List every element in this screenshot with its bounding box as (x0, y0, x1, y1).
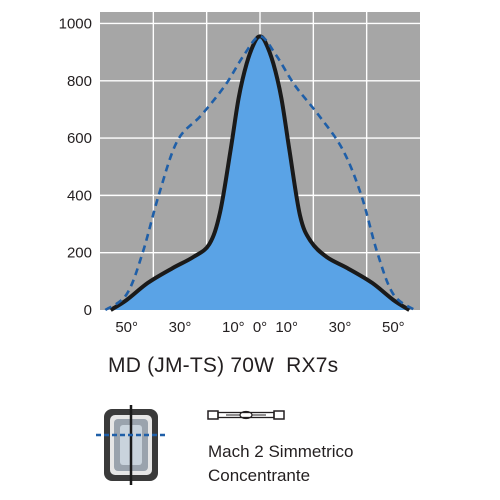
x-tick-label: 50° (115, 319, 138, 336)
x-axis: 50° 30° 10° 0° 10° 30° 50° (115, 319, 404, 336)
dashed-curve-line (104, 35, 416, 312)
x-tick-label: 10° (222, 319, 245, 336)
y-tick-label: 800 (67, 73, 92, 90)
y-tick-label: 400 (67, 187, 92, 204)
x-tick-label: 30° (169, 319, 192, 336)
main-curve-line (109, 34, 411, 312)
optic-line-1: Mach 2 Simmetrico (208, 442, 354, 461)
optic-description: Mach 2 Simmetrico Concentrante (208, 440, 353, 488)
y-axis: 0 200 400 600 800 1000 (59, 15, 92, 319)
double-ended-lamp-icon (207, 410, 285, 420)
x-tick-label: 10° (275, 319, 298, 336)
y-tick-label: 200 (67, 245, 92, 262)
optic-line-2: Concentrante (208, 466, 311, 485)
y-tick-label: 0 (84, 302, 92, 319)
main-curve-fill (110, 36, 410, 310)
floodlight-fixture-icon (96, 405, 166, 485)
lamp-caption: MD (JM-TS) 70W RX7s (108, 354, 339, 377)
y-tick-label: 1000 (59, 15, 92, 32)
x-tick-label: 0° (253, 319, 267, 336)
y-tick-label: 600 (67, 130, 92, 147)
photometric-chart: 0 200 400 600 800 1000 50° 30° 10° 0° 10° 30° 50° (59, 12, 420, 336)
x-tick-label: 50° (382, 319, 405, 336)
x-tick-label: 30° (329, 319, 352, 336)
